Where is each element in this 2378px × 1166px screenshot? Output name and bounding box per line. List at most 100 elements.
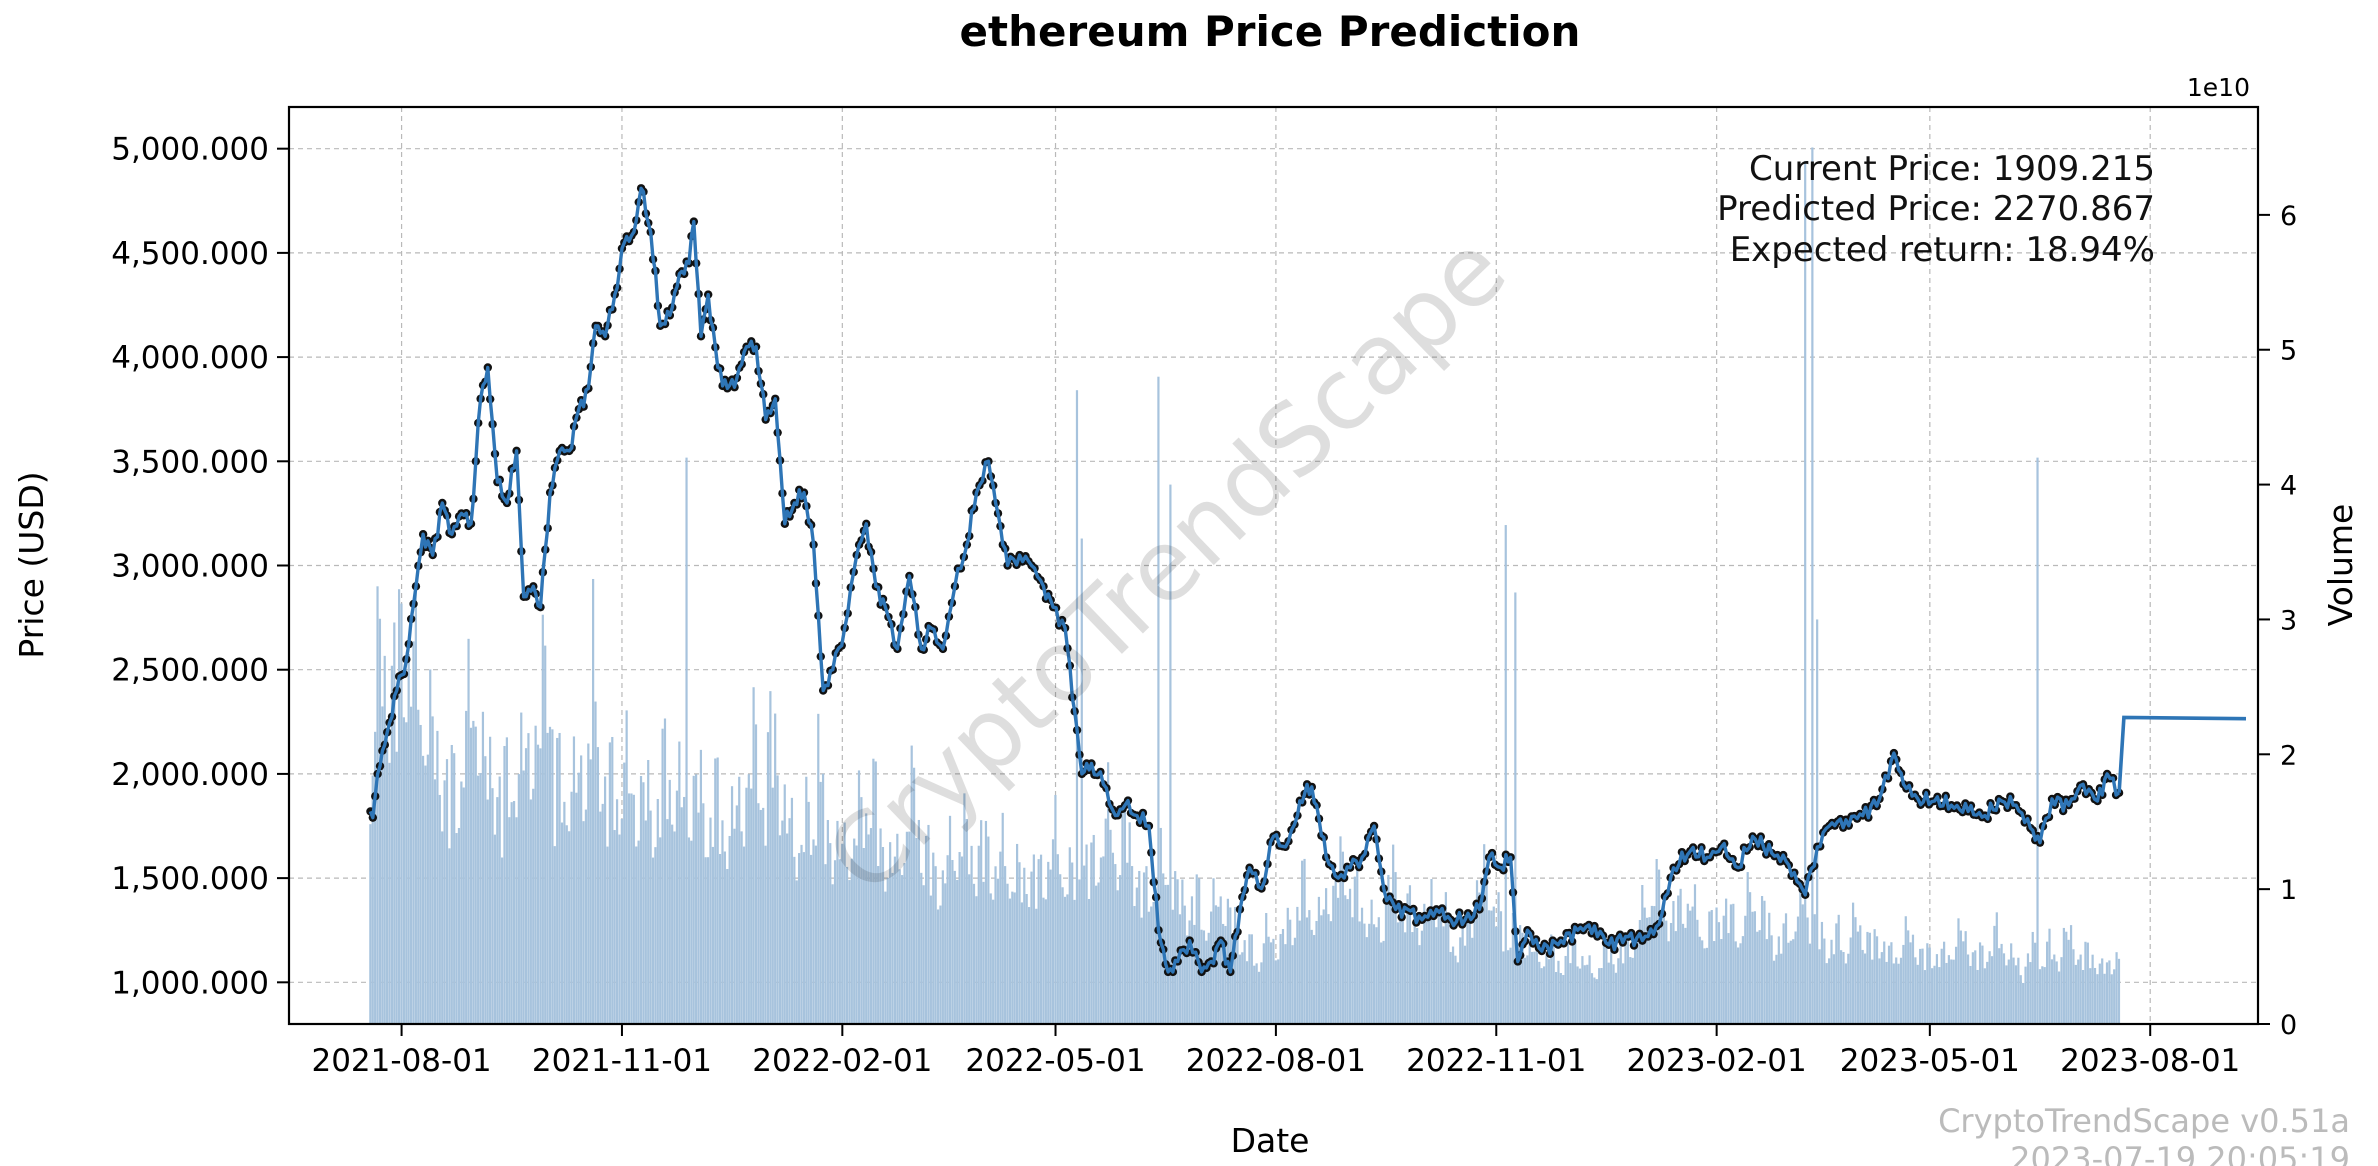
volume-bar: [1109, 829, 1112, 1024]
volume-bar: [1602, 938, 1606, 1024]
volume-bar: [1492, 906, 1495, 1024]
x-tick-label: 2021-11-01: [532, 1043, 712, 1079]
volume-bar: [1152, 901, 1155, 1024]
volume-bar: [1507, 950, 1510, 1024]
volume-bar: [445, 759, 449, 1024]
volume-bar: [395, 751, 398, 1024]
volume-bar: [946, 855, 949, 1024]
volume-bar: [901, 875, 904, 1024]
volume-bar: [1499, 911, 1503, 1024]
volume-bar: [539, 748, 542, 1024]
volume-bar: [1617, 958, 1620, 1024]
volume-bar: [1696, 919, 1699, 1024]
volume-bar: [838, 859, 841, 1024]
volume-bar: [1717, 922, 1721, 1024]
volume-bar: [1801, 904, 1804, 1024]
volume-bar: [424, 765, 427, 1024]
volume-bar: [941, 870, 944, 1024]
volume-bar: [429, 669, 432, 1024]
volume-bar: [1622, 963, 1625, 1024]
volume-bar: [608, 742, 611, 1024]
volume-bar: [886, 877, 889, 1024]
volume-bar: [1808, 943, 1812, 1024]
volume-bar: [970, 845, 973, 1024]
volume-bar: [1837, 914, 1840, 1024]
volume-bar: [1425, 916, 1428, 1024]
volume-bar: [1634, 935, 1637, 1024]
volume-bar: [1063, 896, 1067, 1024]
volume-bar: [1286, 907, 1289, 1024]
volume-bar: [1380, 942, 1383, 1024]
volume-bar: [1547, 959, 1550, 1024]
volume-bar: [855, 845, 858, 1024]
volume-bar: [1760, 896, 1764, 1024]
volume-bar: [1993, 925, 1996, 1024]
volume-bar: [1145, 866, 1148, 1024]
volume-bar: [1051, 839, 1055, 1024]
volume-bar: [2077, 959, 2080, 1024]
x-tick-label: 2023-02-01: [1627, 1043, 1807, 1079]
y-tick-label: 3,000.000: [111, 549, 269, 585]
volume-bar: [1880, 952, 1883, 1024]
volume-bar: [723, 851, 726, 1024]
volume-bar: [651, 857, 655, 1024]
volume-bar: [1907, 930, 1910, 1024]
volume-bar: [1370, 899, 1373, 1024]
volume-bar: [611, 736, 614, 1024]
volume-bar: [718, 854, 722, 1024]
volume-bar: [702, 803, 705, 1024]
volume-bar: [889, 842, 892, 1024]
volume-bar: [1039, 854, 1043, 1024]
volume-bar: [1957, 918, 1960, 1024]
predicted-price-annotation: Predicted Price: 2270.867: [1717, 189, 2155, 229]
volume-bar: [675, 790, 679, 1024]
volume-bar: [721, 820, 724, 1024]
volume-bar: [1123, 811, 1126, 1024]
volume-bar: [1042, 897, 1045, 1024]
volume-bar: [1265, 913, 1268, 1024]
volume-bar: [489, 736, 492, 1024]
volume-bar: [575, 792, 578, 1024]
volume-bar: [790, 797, 794, 1024]
volume-bar: [821, 773, 825, 1024]
volume-bar: [649, 810, 652, 1024]
volume-bar: [1772, 960, 1776, 1024]
volume-bar: [2048, 928, 2051, 1024]
volume-bar: [1705, 947, 1709, 1024]
volume-bar: [455, 833, 458, 1024]
volume-bar: [1914, 957, 1917, 1024]
volume-bar: [1945, 962, 1948, 1024]
volume-bar: [1542, 966, 1546, 1024]
volume-bar: [1847, 953, 1850, 1024]
volume-bar: [984, 820, 988, 1024]
volume-bar: [1262, 943, 1265, 1024]
volume-bar: [781, 820, 784, 1024]
volume-bar: [1061, 887, 1064, 1024]
volume-bar: [1966, 954, 1970, 1024]
volume-bar: [1969, 965, 1972, 1024]
volume-bar: [1588, 955, 1591, 1024]
volume-bar: [1389, 892, 1392, 1024]
volume-bar: [1102, 856, 1105, 1024]
volume-bar: [1662, 892, 1665, 1024]
current-price-annotation: Current Price: 1909.215: [1749, 149, 2155, 189]
volume-bar: [824, 864, 827, 1024]
volume-bar: [2019, 975, 2022, 1024]
volume-bar: [802, 852, 806, 1024]
volume-bar: [1574, 942, 1577, 1024]
volume-bar: [553, 846, 556, 1024]
volume-bar: [565, 825, 568, 1024]
y-axis-label: Price (USD): [12, 471, 51, 658]
volume-bar: [1748, 892, 1752, 1024]
volume-bar: [1133, 906, 1136, 1024]
volume-bar: [1478, 892, 1481, 1024]
volume-bar: [472, 720, 475, 1024]
volume-bar: [1090, 842, 1093, 1024]
volume-bar: [1902, 944, 1905, 1024]
volume-bar: [944, 883, 947, 1024]
volume-bar: [690, 840, 693, 1024]
volume-bar: [443, 780, 446, 1024]
volume-bar: [2113, 969, 2116, 1024]
volume-bar: [1509, 947, 1512, 1024]
volume-bar: [2072, 949, 2075, 1024]
